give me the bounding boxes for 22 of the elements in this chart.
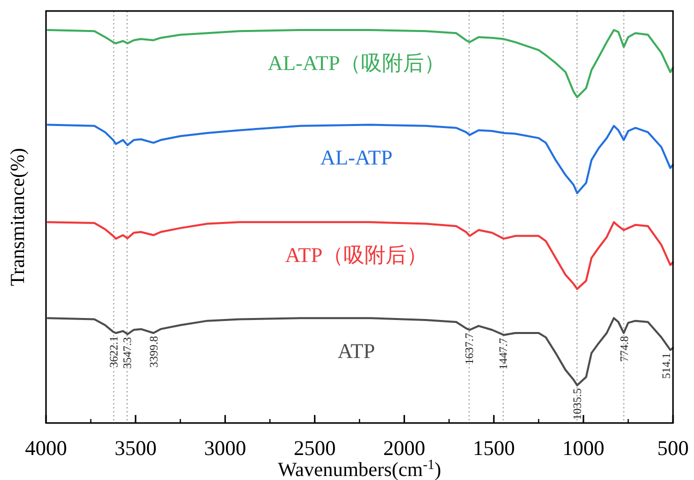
annotation: 1637.7: [464, 332, 476, 364]
x-axis-title: Wavenumbers(cm$^{-1}$): [278, 458, 442, 480]
x-tick-label: 500: [657, 436, 689, 460]
annotation: 1447.7: [498, 338, 510, 370]
annotation: 774.8: [618, 336, 631, 362]
annotation: 1035.5: [572, 388, 584, 420]
y-axis-title: Transmitance(%): [7, 148, 29, 286]
annotation: 3547.3: [122, 336, 134, 369]
x-tick-label: 1500: [472, 436, 515, 460]
series-label: ATP（吸附后）: [285, 243, 428, 268]
x-tick-label: 3000: [204, 436, 246, 460]
x-tick-label: 2500: [294, 436, 336, 460]
x-tick-label: 2000: [383, 436, 426, 460]
series-label: ATP: [338, 339, 376, 364]
series-label: AL-ATP（吸附后）: [268, 51, 446, 75]
series-label: AL-ATP: [320, 146, 393, 170]
x-tick-label: 3500: [114, 436, 157, 460]
annotation: 514.1: [661, 352, 673, 379]
x-tick-label: 1000: [562, 436, 604, 460]
annotation: 3622.1: [108, 336, 121, 368]
annotation: 3399.8: [148, 336, 161, 368]
x-tick-label: 4000: [25, 436, 67, 460]
